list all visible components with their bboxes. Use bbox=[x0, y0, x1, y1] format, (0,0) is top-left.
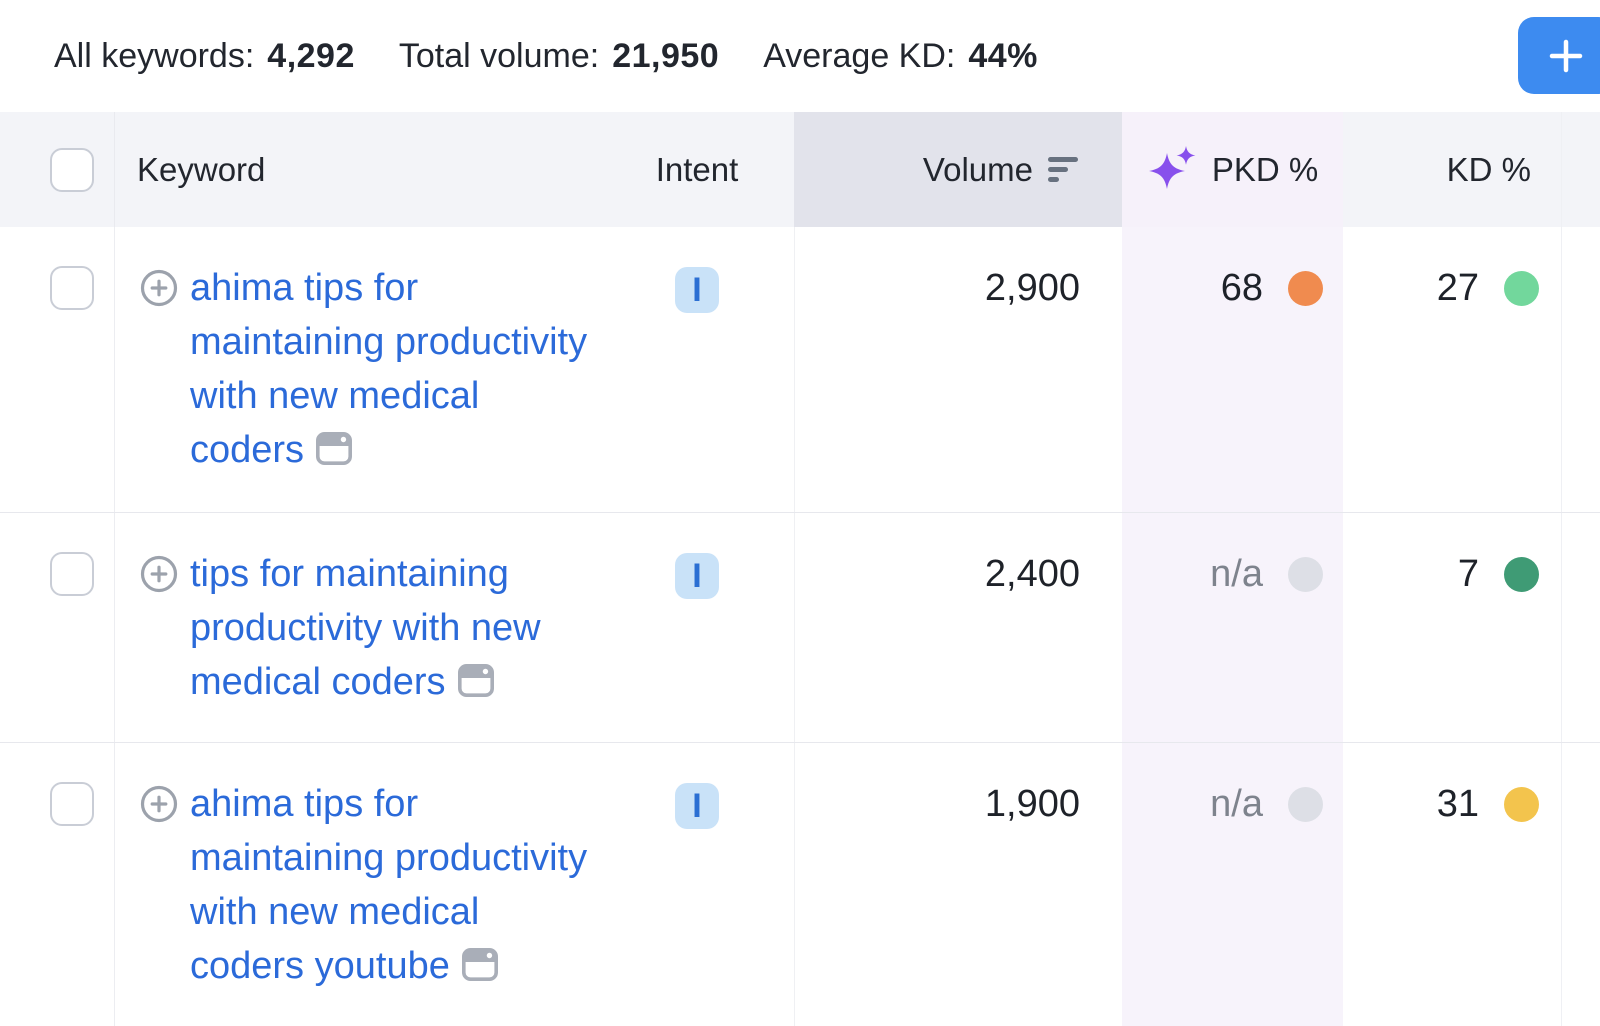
kd-cell: 31 bbox=[1343, 743, 1562, 1026]
kd-difficulty-dot bbox=[1504, 556, 1539, 592]
keyword-text: ahima tips for maintaining productivity … bbox=[190, 267, 588, 471]
plus-circle-icon[interactable] bbox=[140, 269, 178, 307]
intent-cell: I bbox=[640, 743, 794, 1026]
total-volume-label: Total volume: bbox=[398, 36, 600, 75]
intent-cell: I bbox=[640, 513, 794, 742]
row-checkbox[interactable] bbox=[50, 266, 94, 310]
row-checkbox-cell bbox=[0, 743, 115, 1026]
column-header-keyword: Keyword bbox=[115, 112, 640, 227]
serp-feature-icon bbox=[316, 432, 353, 465]
kd-value: 7 bbox=[1457, 552, 1479, 595]
volume-cell: 2,400 bbox=[794, 513, 1122, 742]
pkd-cell: n/a bbox=[1122, 743, 1343, 1026]
intent-badge-informational[interactable]: I bbox=[675, 783, 719, 829]
table-row: ahima tips for maintaining productivity … bbox=[0, 743, 1600, 1026]
pkd-value: n/a bbox=[1210, 552, 1263, 595]
serp-feature-icon bbox=[461, 948, 498, 981]
row-checkbox-cell bbox=[0, 227, 115, 512]
plus-circle-icon[interactable] bbox=[140, 785, 178, 823]
intent-cell: I bbox=[640, 227, 794, 512]
intent-badge-informational[interactable]: I bbox=[675, 553, 719, 599]
column-header-pkd: PKD % bbox=[1122, 112, 1343, 227]
pkd-difficulty-dot bbox=[1288, 270, 1323, 306]
keyword-link[interactable]: ahima tips for maintaining productivity … bbox=[190, 777, 595, 993]
header-spacer bbox=[1562, 112, 1600, 227]
pkd-column-label: PKD % bbox=[1211, 150, 1319, 188]
pkd-difficulty-dot bbox=[1288, 556, 1323, 592]
kd-value: 27 bbox=[1436, 266, 1479, 309]
average-kd-value: 44% bbox=[968, 36, 1038, 75]
ai-sparkle-icon bbox=[1148, 145, 1196, 189]
kd-cell: 27 bbox=[1343, 227, 1562, 512]
keyword-column-label: Keyword bbox=[137, 150, 266, 188]
plus-icon bbox=[1549, 39, 1583, 72]
kd-difficulty-dot bbox=[1504, 270, 1539, 306]
row-spacer bbox=[1562, 227, 1600, 512]
plus-circle-icon[interactable] bbox=[140, 555, 178, 593]
keyword-text: tips for maintaining productivity with n… bbox=[190, 553, 541, 703]
keyword-link[interactable]: ahima tips for maintaining productivity … bbox=[190, 261, 595, 477]
total-volume-summary: Total volume: 21,950 bbox=[399, 37, 719, 76]
pkd-value: n/a bbox=[1210, 782, 1263, 825]
kd-value: 31 bbox=[1436, 782, 1479, 825]
intent-badge-informational[interactable]: I bbox=[675, 267, 719, 313]
keyword-cell: tips for maintaining productivity with n… bbox=[115, 513, 640, 742]
table-row: ahima tips for maintaining productivity … bbox=[0, 227, 1600, 513]
all-keywords-value: 4,292 bbox=[267, 36, 355, 75]
pkd-cell: n/a bbox=[1122, 513, 1343, 742]
kd-cell: 7 bbox=[1343, 513, 1562, 742]
sort-descending-icon bbox=[1048, 157, 1078, 182]
row-checkbox[interactable] bbox=[50, 552, 94, 596]
intent-column-label: Intent bbox=[655, 150, 739, 188]
pkd-value: 68 bbox=[1220, 266, 1263, 309]
row-spacer bbox=[1562, 513, 1600, 742]
total-volume-value: 21,950 bbox=[612, 36, 720, 75]
all-keywords-label: All keywords: bbox=[54, 36, 255, 75]
volume-value: 1,900 bbox=[984, 782, 1080, 825]
row-checkbox[interactable] bbox=[50, 782, 94, 826]
table-row: tips for maintaining productivity with n… bbox=[0, 513, 1600, 743]
volume-value: 2,900 bbox=[984, 266, 1080, 309]
average-kd-label: Average KD: bbox=[763, 36, 956, 75]
volume-cell: 1,900 bbox=[794, 743, 1122, 1026]
row-spacer bbox=[1562, 743, 1600, 1026]
pkd-cell: 68 bbox=[1122, 227, 1343, 512]
keyword-text: ahima tips for maintaining productivity … bbox=[190, 783, 588, 987]
row-checkbox-cell bbox=[0, 513, 115, 742]
pkd-difficulty-dot bbox=[1288, 786, 1323, 822]
select-all-checkbox[interactable] bbox=[50, 147, 94, 192]
column-header-kd: KD % bbox=[1343, 112, 1562, 227]
column-header-intent: Intent bbox=[640, 112, 794, 227]
header-checkbox-cell bbox=[0, 112, 115, 227]
add-keywords-button[interactable] bbox=[1518, 17, 1600, 94]
volume-value: 2,400 bbox=[984, 552, 1080, 595]
volume-cell: 2,900 bbox=[794, 227, 1122, 512]
volume-column-label: Volume bbox=[922, 150, 1033, 188]
kd-column-label: KD % bbox=[1446, 150, 1531, 188]
keyword-cell: ahima tips for maintaining productivity … bbox=[115, 743, 640, 1026]
keyword-link[interactable]: tips for maintaining productivity with n… bbox=[190, 547, 595, 709]
kd-difficulty-dot bbox=[1504, 786, 1539, 822]
keyword-cell: ahima tips for maintaining productivity … bbox=[115, 227, 640, 512]
all-keywords-summary: All keywords: 4,292 bbox=[54, 37, 355, 76]
summary-bar: All keywords: 4,292 Total volume: 21,950… bbox=[0, 0, 1600, 112]
table-header: Keyword Intent Volume PKD % KD % bbox=[0, 112, 1600, 227]
serp-feature-icon bbox=[457, 664, 494, 697]
average-kd-summary: Average KD: 44% bbox=[763, 37, 1038, 76]
column-header-volume[interactable]: Volume bbox=[794, 112, 1122, 227]
